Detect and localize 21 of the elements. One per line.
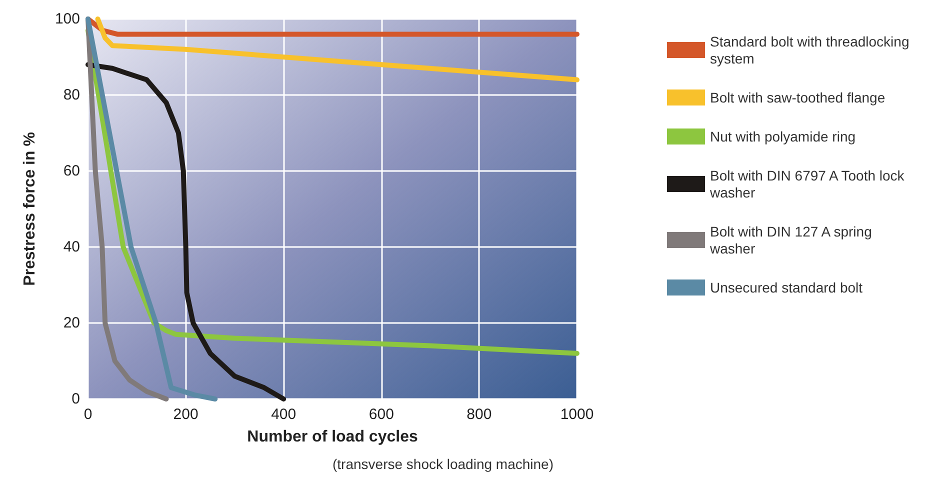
y-tick-label: 0 — [72, 390, 80, 408]
y-tick-label: 100 — [54, 10, 80, 28]
legend-label: Bolt with DIN 127 A spring washer — [709, 224, 876, 256]
legend-label: Nut with polyamide ring — [710, 128, 856, 144]
x-tick-label: 800 — [466, 406, 492, 423]
x-tick-label: 0 — [84, 406, 92, 423]
legend-label: Standard bolt with threadlocking system — [710, 34, 914, 66]
y-axis-title: Prestress force in % — [22, 132, 38, 286]
y-tick-label: 20 — [63, 314, 80, 332]
x-tick-label: 200 — [173, 406, 198, 423]
legend-label: Bolt with DIN 6797 A Tooth lock washer — [709, 168, 908, 200]
y-tick-label: 80 — [63, 86, 80, 104]
legend-label: Unsecured standard bolt — [710, 280, 863, 296]
text: (transverse shock loading machine) — [332, 456, 554, 472]
y-tick-label: 60 — [63, 162, 80, 180]
x-axis-title: Number of load cycles — [247, 428, 418, 446]
x-tick-label: 1000 — [560, 406, 594, 423]
legend-label: Bolt with saw-toothed flange — [710, 90, 886, 106]
x-tick-label: 400 — [271, 406, 296, 423]
x-tick-label: 600 — [368, 406, 394, 423]
y-tick-label: 40 — [63, 238, 80, 256]
